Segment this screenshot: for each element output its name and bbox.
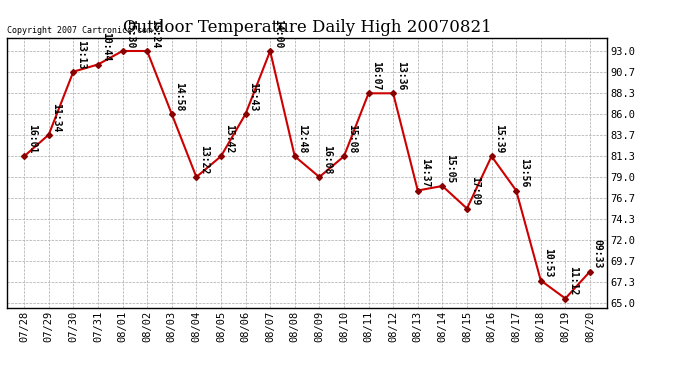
Text: Copyright 2007 Cartronics.com: Copyright 2007 Cartronics.com xyxy=(7,26,152,35)
Text: 10:53: 10:53 xyxy=(544,248,553,278)
Text: 14:58: 14:58 xyxy=(175,82,184,111)
Title: Outdoor Temperature Daily High 20070821: Outdoor Temperature Daily High 20070821 xyxy=(123,19,491,36)
Text: 15:08: 15:08 xyxy=(347,124,357,153)
Text: 13:56: 13:56 xyxy=(519,158,529,188)
Text: 12:48: 12:48 xyxy=(297,124,308,153)
Text: 14:37: 14:37 xyxy=(420,158,431,188)
Text: 16:01: 16:01 xyxy=(27,124,37,153)
Text: 15:05: 15:05 xyxy=(445,154,455,183)
Text: 15:39: 15:39 xyxy=(494,124,504,153)
Text: 10:44: 10:44 xyxy=(101,32,110,62)
Text: 15:30: 15:30 xyxy=(126,19,135,48)
Text: 17:09: 17:09 xyxy=(470,176,480,206)
Text: 13:22: 13:22 xyxy=(199,145,209,174)
Text: 16:08: 16:08 xyxy=(322,145,332,174)
Text: 09:33: 09:33 xyxy=(593,239,603,269)
Text: 11:12: 11:12 xyxy=(568,266,578,296)
Text: 15:24: 15:24 xyxy=(150,19,160,48)
Text: 14:00: 14:00 xyxy=(273,19,283,48)
Text: 15:43: 15:43 xyxy=(248,82,258,111)
Text: 11:34: 11:34 xyxy=(52,102,61,132)
Text: 13:13: 13:13 xyxy=(76,39,86,69)
Text: 15:42: 15:42 xyxy=(224,124,234,153)
Text: 13:36: 13:36 xyxy=(396,61,406,90)
Text: 16:07: 16:07 xyxy=(371,61,382,90)
